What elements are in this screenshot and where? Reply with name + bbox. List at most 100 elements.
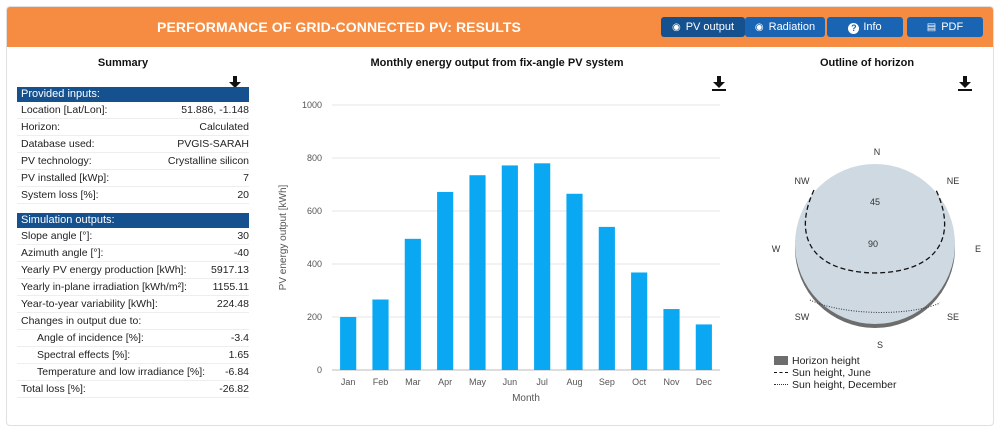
horizon-title: Outline of horizon [819, 57, 915, 69]
compass-s: S [877, 340, 883, 350]
summary-table: Provided inputs: Location [Lat/Lon]: 51.8… [17, 87, 249, 398]
chart-bar [501, 165, 518, 370]
x-tick-label: Jan [341, 377, 356, 387]
results-panel: PERFORMANCE OF GRID-CONNECTED PV: RESULT… [6, 6, 994, 426]
summary-title: Summary [97, 57, 149, 69]
chart-bar [469, 175, 486, 370]
info-label: Info [863, 21, 882, 33]
summary-row-value: 51.886, -1.148 [181, 104, 249, 116]
summary-row: Temperature and low irradiance [%]: -6.84 [17, 364, 249, 381]
pdf-label: PDF [941, 21, 964, 33]
chart-bar [340, 317, 357, 370]
summary-row-label: PV installed [kWp]: [21, 172, 110, 184]
summary-row-label: Year-to-year variability [kWh]: [21, 298, 158, 310]
summary-row-label: Angle of incidence [%]: [37, 332, 144, 344]
x-tick-label: Mar [405, 377, 421, 387]
pv-output-label: PV output [685, 21, 735, 33]
chart-title: Monthly energy output from fix-angle PV … [370, 57, 624, 69]
chart-bar [534, 163, 551, 370]
chart-bar [566, 193, 583, 370]
summary-row-value: PVGIS-SARAH [177, 138, 249, 150]
summary-row-value: -40 [233, 247, 249, 259]
summary-row-label: Temperature and low irradiance [%]: [37, 366, 206, 378]
summary-row-value: 7 [243, 172, 249, 184]
legend-sun-june: Sun height, June [774, 367, 871, 379]
summary-row-value: 1.65 [228, 349, 249, 361]
summary-row: System loss [%]: 20 [17, 187, 249, 204]
provided-inputs-header: Provided inputs: [17, 87, 249, 102]
x-tick-label: Dec [696, 377, 713, 387]
summary-row-label: Location [Lat/Lon]: [21, 104, 108, 116]
summary-row-value: Crystalline silicon [167, 155, 249, 167]
x-tick-label: May [469, 377, 487, 387]
chart-bar [372, 299, 389, 370]
chart-bar [663, 309, 680, 370]
summary-row: Azimuth angle [°]: -40 [17, 245, 249, 262]
summary-row-label: Horizon: [21, 121, 61, 133]
chart-labels: 0 200 400 600 800 1000 Jan Feb Mar Apr May Jun Jul Au… [278, 100, 712, 404]
info-button[interactable]: ? Info [827, 17, 903, 37]
horizon-polar-plot: 45 90 N NE E SE S SW W NW [772, 147, 981, 350]
download-icon[interactable] [711, 75, 727, 91]
summary-row: PV technology: Crystalline silicon [17, 153, 249, 170]
y-tick-label: 400 [307, 259, 322, 269]
summary-row-value: -3.4 [230, 332, 249, 344]
y-tick-label: 200 [307, 312, 322, 322]
download-icon[interactable] [957, 75, 973, 91]
legend-swatch-june [774, 372, 788, 373]
compass-n: N [874, 147, 881, 157]
summary-row-label: PV technology: [21, 155, 92, 167]
sun-path-december [809, 299, 941, 313]
summary-row: Location [Lat/Lon]: 51.886, -1.148 [17, 102, 249, 119]
summary-row-label: Yearly in-plane irradiation [kWh/m²]: [21, 281, 187, 293]
y-axis-title: PV energy output [kWh] [278, 184, 289, 290]
x-tick-label: Jul [536, 377, 548, 387]
summary-row: PV installed [kWp]: 7 [17, 170, 249, 187]
x-axis-title: Month [512, 393, 540, 404]
chart-bars [340, 163, 712, 370]
summary-row-label: Yearly PV energy production [kWh]: [21, 264, 187, 276]
x-tick-label: Oct [632, 377, 647, 387]
printer-icon: ▤ [926, 22, 937, 33]
y-tick-label: 600 [307, 206, 322, 216]
summary-row-value: Calculated [199, 121, 249, 133]
results-header: PERFORMANCE OF GRID-CONNECTED PV: RESULT… [7, 7, 993, 47]
summary-row-label: Azimuth angle [°]: [21, 247, 104, 259]
summary-row: Database used: PVGIS-SARAH [17, 136, 249, 153]
horizon-disc [795, 164, 955, 324]
eye-icon: ◉ [671, 22, 681, 33]
chart-bar [695, 324, 712, 370]
x-tick-label: Nov [663, 377, 680, 387]
x-tick-label: Jun [503, 377, 518, 387]
x-tick-label: Aug [566, 377, 582, 387]
pv-output-button[interactable]: ◉ PV output [661, 17, 745, 37]
summary-row: Yearly PV energy production [kWh]: 5917.1… [17, 262, 249, 279]
elevation-label-90: 90 [868, 239, 878, 249]
info-icon: ? [848, 23, 860, 34]
y-tick-label: 800 [307, 153, 322, 163]
summary-row-label: Changes in output due to: [21, 315, 142, 327]
summary-row: Horizon: Calculated [17, 119, 249, 136]
compass-w: W [772, 244, 781, 254]
monthly-energy-chart: 0 200 400 600 800 1000 Jan Feb Mar Apr May Jun Jul Au… [278, 100, 720, 404]
compass-e: E [975, 244, 981, 254]
radiation-button[interactable]: ◉ Radiation [745, 17, 825, 37]
summary-row-value: 30 [237, 230, 249, 242]
pdf-button[interactable]: ▤ PDF [907, 17, 983, 37]
compass-nw: NW [795, 176, 810, 186]
summary-row-value: 1155.11 [212, 281, 249, 293]
simulation-outputs-header: Simulation outputs: [17, 213, 249, 228]
compass-ne: NE [947, 176, 960, 186]
chart-bar [598, 226, 615, 370]
sun-path-june [804, 189, 946, 274]
chart-bar [437, 191, 454, 370]
summary-row: Changes in output due to: [17, 313, 249, 330]
simulation-outputs-list: Slope angle [°]: 30 Azimuth angle [°]: -40 Y… [17, 228, 249, 398]
summary-row-value: 20 [237, 189, 249, 201]
legend-swatch-horizon [774, 356, 788, 365]
summary-row-label: System loss [%]: [21, 189, 99, 201]
radiation-label: Radiation [768, 21, 816, 33]
page-title: PERFORMANCE OF GRID-CONNECTED PV: RESULT… [157, 19, 521, 35]
legend-sun-december: Sun height, December [774, 379, 896, 391]
legend-swatch-december [774, 384, 788, 385]
